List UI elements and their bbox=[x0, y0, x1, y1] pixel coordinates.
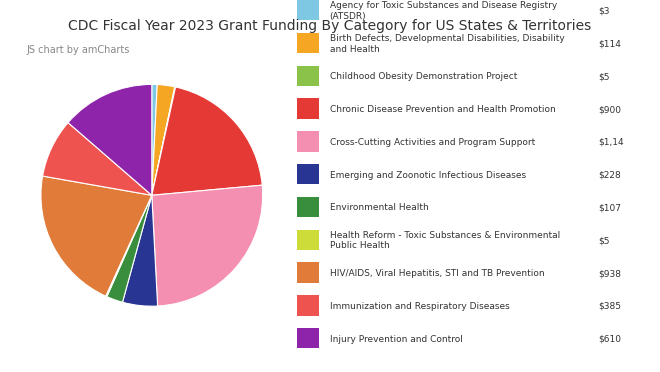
Text: $5: $5 bbox=[598, 236, 610, 245]
Wedge shape bbox=[152, 84, 157, 195]
Text: Health Reform - Toxic Substances & Environmental
Public Health: Health Reform - Toxic Substances & Envir… bbox=[330, 231, 560, 250]
Wedge shape bbox=[43, 123, 152, 195]
Text: Chronic Disease Prevention and Health Promotion: Chronic Disease Prevention and Health Pr… bbox=[330, 105, 556, 114]
Text: $938: $938 bbox=[598, 269, 621, 278]
FancyBboxPatch shape bbox=[297, 230, 319, 250]
FancyBboxPatch shape bbox=[297, 197, 319, 217]
Text: $228: $228 bbox=[598, 171, 621, 180]
Text: $3: $3 bbox=[598, 7, 610, 16]
FancyBboxPatch shape bbox=[297, 99, 319, 119]
Text: $1,14: $1,14 bbox=[598, 138, 624, 147]
Text: Immunization and Respiratory Diseases: Immunization and Respiratory Diseases bbox=[330, 302, 510, 311]
FancyBboxPatch shape bbox=[297, 131, 319, 152]
Text: JS chart by amCharts: JS chart by amCharts bbox=[26, 45, 130, 55]
Text: Environmental Health: Environmental Health bbox=[330, 203, 428, 212]
Text: HIV/AIDS, Viral Hepatitis, STI and TB Prevention: HIV/AIDS, Viral Hepatitis, STI and TB Pr… bbox=[330, 269, 544, 278]
FancyBboxPatch shape bbox=[297, 295, 319, 316]
FancyBboxPatch shape bbox=[297, 33, 319, 53]
FancyBboxPatch shape bbox=[297, 262, 319, 283]
Text: Cross-Cutting Activities and Program Support: Cross-Cutting Activities and Program Sup… bbox=[330, 138, 535, 147]
Text: Injury Prevention and Control: Injury Prevention and Control bbox=[330, 335, 463, 344]
Text: CDC Fiscal Year 2023 Grant Funding By Category for US States & Territories: CDC Fiscal Year 2023 Grant Funding By Ca… bbox=[69, 19, 591, 33]
FancyBboxPatch shape bbox=[297, 328, 319, 349]
FancyBboxPatch shape bbox=[297, 0, 319, 20]
Text: Childhood Obesity Demonstration Project: Childhood Obesity Demonstration Project bbox=[330, 72, 517, 81]
FancyBboxPatch shape bbox=[297, 65, 319, 86]
Text: Emerging and Zoonotic Infectious Diseases: Emerging and Zoonotic Infectious Disease… bbox=[330, 171, 526, 180]
Wedge shape bbox=[152, 84, 175, 195]
Text: $900: $900 bbox=[598, 105, 621, 114]
Wedge shape bbox=[152, 185, 263, 306]
Text: Birth Defects, Developmental Disabilities, Disability
and Health: Birth Defects, Developmental Disabilitie… bbox=[330, 34, 564, 54]
Text: $114: $114 bbox=[598, 39, 621, 48]
Wedge shape bbox=[152, 87, 262, 195]
Wedge shape bbox=[41, 176, 152, 296]
Text: Agency for Toxic Substances and Disease Registry
(ATSDR): Agency for Toxic Substances and Disease … bbox=[330, 1, 557, 21]
FancyBboxPatch shape bbox=[297, 164, 319, 185]
Wedge shape bbox=[152, 87, 176, 195]
Text: $107: $107 bbox=[598, 203, 621, 212]
Text: $610: $610 bbox=[598, 335, 621, 344]
Text: $385: $385 bbox=[598, 302, 621, 311]
Wedge shape bbox=[107, 195, 152, 302]
Text: $5: $5 bbox=[598, 72, 610, 81]
Wedge shape bbox=[68, 84, 152, 195]
Wedge shape bbox=[106, 195, 152, 296]
Wedge shape bbox=[123, 195, 158, 306]
